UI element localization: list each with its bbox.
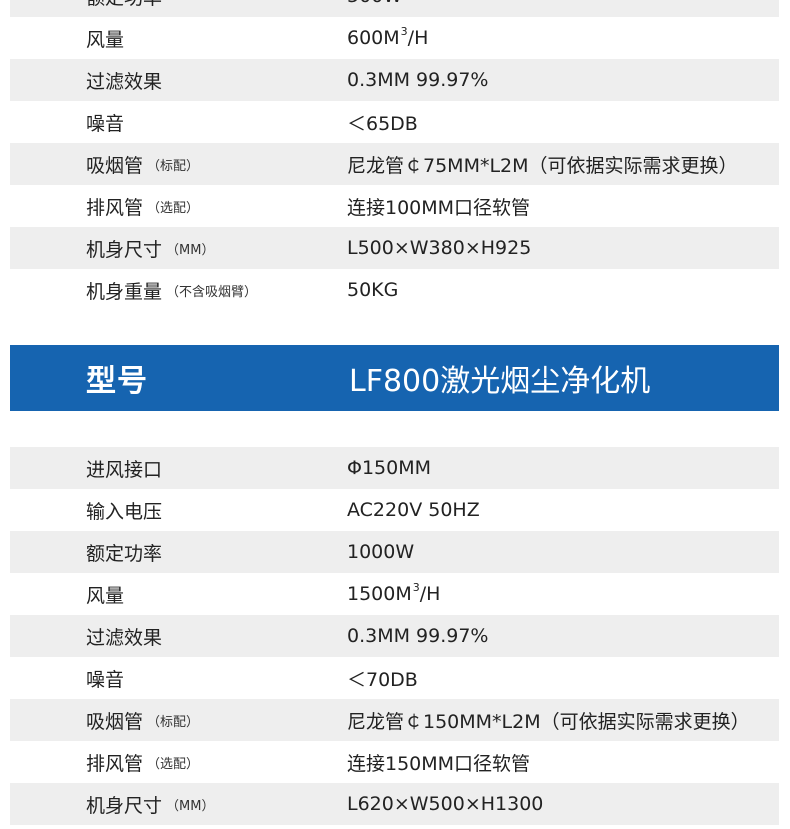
spec-value-text: 连接150MM口径软管 (347, 752, 531, 775)
spec-label: 噪音 (86, 101, 124, 143)
spec-row: 机身尺寸 （MM） L620×W500×H1300 (10, 783, 779, 825)
spec-value-text: 0.3MM 99.97% (347, 69, 489, 91)
spec-label-text: 过滤效果 (86, 626, 163, 649)
spec-label: 噪音 (86, 657, 124, 699)
spec-label: 额定功率 (86, 531, 162, 573)
spec-value-text: L500×W380×H925 (347, 237, 532, 259)
spec-value-text: L620×W500×H1300 (347, 793, 544, 815)
spec-value: 600M 3/H (347, 17, 428, 59)
spec-label-text: 噪音 (86, 112, 125, 135)
spec-row: 机身重量 （不含吸烟臂） 50KG (10, 269, 779, 311)
spec-row: 排风管 （选配） 连接100MM口径软管 (10, 185, 779, 227)
spec-value: 50KG (347, 269, 398, 311)
spec-label-text: 机身重量 (86, 280, 163, 303)
spec-row: 风量 1500M 3/H (10, 573, 779, 615)
model-name: LF800激光烟尘净化机 (349, 364, 651, 399)
spec-value-superscript: 3 (412, 580, 420, 594)
spec-value-text: Φ150MM (347, 457, 432, 479)
spec-label-text: 噪音 (86, 668, 125, 691)
spec-label: 吸烟管 （标配） (86, 699, 199, 741)
spec-value: 0.3MM 99.97% (347, 615, 489, 657)
spec-label-note: （选配） (147, 200, 200, 216)
spec-label-text: 排风管 (86, 196, 144, 219)
spec-value-text: 尼龙管￠75MM*L2M（可依据实际需求更换） (347, 154, 738, 177)
spec-row: 进风接口 Φ150MM (10, 447, 779, 489)
spec-value: ＜70DB (347, 657, 418, 699)
spec-value-text: 1500M (347, 583, 412, 605)
spec-label: 额定功率 (86, 0, 162, 17)
spec-label: 机身尺寸 （MM） (86, 227, 214, 269)
spec-row-rated-power: 额定功率 500W (10, 0, 779, 17)
spec-row: 机身尺寸 （MM） L500×W380×H925 (10, 227, 779, 269)
spec-row: 噪音 ＜65DB (10, 101, 779, 143)
spec-label-note: （选配） (147, 756, 200, 772)
spec-value: 尼龙管￠150MM*L2M（可依据实际需求更换） (347, 699, 750, 741)
spec-label: 机身重量 （不含吸烟臂） (86, 269, 257, 311)
spec-label-text: 输入电压 (86, 500, 163, 523)
spec-label-note: （MM） (166, 242, 215, 258)
spec-row: 排风管 （选配） 连接150MM口径软管 (10, 741, 779, 783)
spec-value-text: 50KG (347, 279, 399, 301)
model-label: 型号 (86, 364, 148, 399)
spec-value: 1500M 3/H (347, 573, 440, 615)
spec-row: 吸烟管 （标配） 尼龙管￠75MM*L2M（可依据实际需求更换） (10, 143, 779, 185)
spec-label-note: （标配） (147, 714, 200, 730)
spec-value-text: 600M (347, 27, 400, 49)
spec-value-text: ＜65DB (347, 112, 418, 135)
spec-label: 输入电压 (86, 489, 162, 531)
spec-value-suffix: /H (419, 583, 441, 605)
spec-label: 过滤效果 (86, 59, 162, 101)
spec-value: L500×W380×H925 (347, 227, 531, 269)
spec-value: 连接150MM口径软管 (347, 741, 530, 783)
spec-value-text: 1000W (347, 541, 415, 563)
spec-label-note: （不含吸烟臂） (166, 284, 258, 300)
spec-value-text: 连接100MM口径软管 (347, 196, 531, 219)
spec-row: 过滤效果 0.3MM 99.97% (10, 615, 779, 657)
spec-row: 额定功率 1000W (10, 531, 779, 573)
spec-value: AC220V 50HZ (347, 489, 480, 531)
spec-label-text: 吸烟管 (86, 710, 144, 733)
spec-value-suffix: /H (407, 27, 429, 49)
spec-label-text: 进风接口 (86, 458, 163, 481)
spec-label-text: 风量 (86, 28, 125, 51)
spec-row: 噪音 ＜70DB (10, 657, 779, 699)
spec-value-text: 尼龙管￠150MM*L2M（可依据实际需求更换） (347, 710, 750, 733)
model-header-bar: 型号 LF800激光烟尘净化机 (10, 345, 779, 411)
spec-value-text: AC220V 50HZ (347, 499, 480, 521)
spec-value: L620×W500×H1300 (347, 783, 543, 825)
spec-value: 1000W (347, 531, 414, 573)
spec-label-text: 过滤效果 (86, 70, 163, 93)
spec-label-text: 风量 (86, 584, 125, 607)
spec-label: 吸烟管 （标配） (86, 143, 199, 185)
spec-label: 风量 (86, 17, 124, 59)
spec-label: 进风接口 (86, 447, 162, 489)
spec-value: 500W (347, 0, 402, 17)
spec-label-text: 排风管 (86, 752, 144, 775)
spec-table-lf800: 进风接口 Φ150MM 输入电压 AC220V 50HZ 额定功率 1000W 风量 1500… (10, 447, 779, 825)
spec-value: ＜65DB (347, 101, 418, 143)
spec-value-text: ＜70DB (347, 668, 418, 691)
spec-value: 0.3MM 99.97% (347, 59, 489, 101)
spec-label: 机身尺寸 （MM） (86, 783, 214, 825)
spec-value-superscript: 3 (400, 24, 408, 38)
spec-row: 吸烟管 （标配） 尼龙管￠150MM*L2M（可依据实际需求更换） (10, 699, 779, 741)
spec-value: 尼龙管￠75MM*L2M（可依据实际需求更换） (347, 143, 738, 185)
spec-label-text: 机身尺寸 (86, 238, 163, 261)
spec-label: 过滤效果 (86, 615, 162, 657)
spec-value: Φ150MM (347, 447, 431, 489)
spec-row: 过滤效果 0.3MM 99.97% (10, 59, 779, 101)
spec-label-note: （标配） (147, 158, 200, 174)
spec-label-text: 机身尺寸 (86, 794, 163, 817)
spec-label: 风量 (86, 573, 124, 615)
spec-label-note: （MM） (166, 798, 215, 814)
spec-label: 排风管 （选配） (86, 741, 199, 783)
spec-value-text: 0.3MM 99.97% (347, 625, 489, 647)
spec-label-text: 额定功率 (86, 542, 163, 565)
spec-label: 排风管 （选配） (86, 185, 199, 227)
spec-row: 风量 600M 3/H (10, 17, 779, 59)
spec-row: 输入电压 AC220V 50HZ (10, 489, 779, 531)
spec-label-text: 吸烟管 (86, 154, 144, 177)
spec-value: 连接100MM口径软管 (347, 185, 530, 227)
